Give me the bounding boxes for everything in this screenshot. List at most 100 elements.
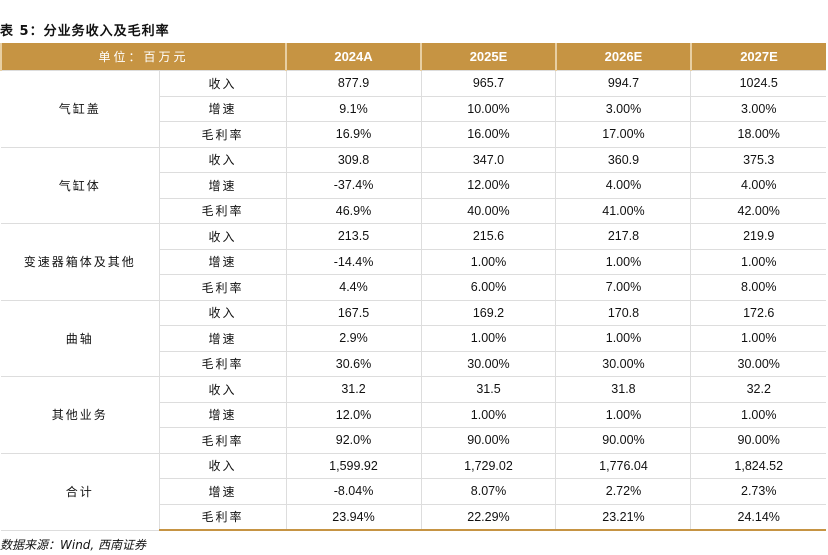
value-cell: 2.72% — [555, 478, 692, 505]
year-header: 2027E — [689, 43, 826, 71]
unit-header: 单位：百万元 — [0, 43, 287, 71]
value-cell: 16.9% — [285, 121, 422, 148]
table-row: 增速 9.1% 10.00% 3.00% 3.00% — [1, 95, 826, 122]
segment-name: 合计 — [1, 452, 160, 531]
table-row: 毛利率 23.94% 22.29% 23.21% 24.14% — [1, 503, 826, 531]
value-cell: 1.00% — [420, 401, 557, 428]
value-cell: -37.4% — [285, 172, 422, 199]
value-cell: 169.2 — [420, 299, 557, 326]
value-cell: 167.5 — [285, 299, 422, 326]
value-cell: 23.94% — [285, 503, 422, 531]
table-row: 气缸盖 收入 877.9 965.7 994.7 1024.5 — [1, 70, 826, 148]
table-row: 变速器箱体及其他 收入 213.5 215.6 217.8 219.9 — [1, 223, 826, 301]
value-cell: 22.29% — [420, 503, 557, 531]
value-cell: 360.9 — [555, 146, 692, 173]
table-row: 合计 收入 1,599.92 1,729.02 1,776.04 1,824.52 — [1, 452, 826, 531]
value-cell: 90.00% — [690, 427, 826, 454]
value-cell: 3.00% — [690, 95, 826, 122]
metric-label: 增速 — [158, 95, 287, 122]
value-cell: 877.9 — [285, 70, 422, 97]
value-cell: 217.8 — [555, 223, 692, 250]
value-cell: 1,824.52 — [690, 452, 826, 479]
segment-name: 曲轴 — [1, 299, 160, 377]
metric-label: 收入 — [158, 452, 287, 479]
value-cell: -8.04% — [285, 478, 422, 505]
value-cell: 375.3 — [690, 146, 826, 173]
value-cell: 30.00% — [420, 350, 557, 377]
value-cell: 1024.5 — [690, 70, 826, 97]
value-cell: 1,599.92 — [285, 452, 422, 479]
value-cell: 12.00% — [420, 172, 557, 199]
value-cell: 31.8 — [555, 376, 692, 403]
metric-label: 增速 — [158, 325, 287, 352]
segment-name: 变速器箱体及其他 — [1, 223, 160, 301]
value-cell: 1.00% — [555, 248, 692, 275]
value-cell: 30.00% — [555, 350, 692, 377]
segment-name: 其他业务 — [1, 376, 160, 454]
value-cell: 30.6% — [285, 350, 422, 377]
metric-label: 毛利率 — [158, 503, 287, 531]
value-cell: 46.9% — [285, 197, 422, 224]
value-cell: 8.07% — [420, 478, 557, 505]
value-cell: 31.5 — [420, 376, 557, 403]
value-cell: 309.8 — [285, 146, 422, 173]
metric-label: 收入 — [158, 146, 287, 173]
value-cell: 965.7 — [420, 70, 557, 97]
value-cell: 219.9 — [690, 223, 826, 250]
segment-name: 气缸盖 — [1, 70, 160, 148]
value-cell: 17.00% — [555, 121, 692, 148]
metric-label: 毛利率 — [158, 427, 287, 454]
value-cell: 1.00% — [555, 325, 692, 352]
value-cell: 23.21% — [555, 503, 692, 531]
metric-label: 毛利率 — [158, 274, 287, 301]
value-cell: 24.14% — [690, 503, 826, 531]
value-cell: 213.5 — [285, 223, 422, 250]
value-cell: 1.00% — [690, 248, 826, 275]
value-cell: 90.00% — [555, 427, 692, 454]
table-row: 增速 2.9% 1.00% 1.00% 1.00% — [1, 325, 826, 352]
value-cell: 1,729.02 — [420, 452, 557, 479]
value-cell: 170.8 — [555, 299, 692, 326]
value-cell: 8.00% — [690, 274, 826, 301]
value-cell: 42.00% — [690, 197, 826, 224]
value-cell: 32.2 — [690, 376, 826, 403]
metric-label: 收入 — [158, 299, 287, 326]
value-cell: 347.0 — [420, 146, 557, 173]
year-header: 2024A — [285, 43, 421, 71]
value-cell: 2.73% — [690, 478, 826, 505]
metric-label: 毛利率 — [158, 350, 287, 377]
value-cell: 30.00% — [690, 350, 826, 377]
year-header: 2025E — [420, 43, 556, 71]
value-cell: 1.00% — [690, 325, 826, 352]
value-cell: 1,776.04 — [555, 452, 692, 479]
value-cell: 2.9% — [285, 325, 422, 352]
value-cell: -14.4% — [285, 248, 422, 275]
value-cell: 31.2 — [285, 376, 422, 403]
value-cell: 90.00% — [420, 427, 557, 454]
value-cell: 9.1% — [285, 95, 422, 122]
value-cell: 18.00% — [690, 121, 826, 148]
value-cell: 10.00% — [420, 95, 557, 122]
table-title: 表 5：分业务收入及毛利率 — [0, 24, 170, 39]
header-row: 单位：百万元 2024A 2025E 2026E 2027E — [0, 43, 826, 71]
value-cell: 12.0% — [285, 401, 422, 428]
table-row: 增速 -8.04% 8.07% 2.72% 2.73% — [1, 478, 826, 505]
metric-label: 增速 — [158, 248, 287, 275]
value-cell: 1.00% — [555, 401, 692, 428]
metric-label: 增速 — [158, 401, 287, 428]
metric-label: 收入 — [158, 70, 287, 97]
value-cell: 994.7 — [555, 70, 692, 97]
value-cell: 4.00% — [555, 172, 692, 199]
value-cell: 1.00% — [420, 248, 557, 275]
metric-label: 毛利率 — [158, 197, 287, 224]
metric-label: 收入 — [158, 376, 287, 403]
metric-label: 毛利率 — [158, 121, 287, 148]
segment-revenue-table: 单位：百万元 2024A 2025E 2026E 2027E 气缸盖 收入 877.… — [0, 43, 826, 531]
segment-name: 气缸体 — [1, 146, 160, 224]
value-cell: 40.00% — [420, 197, 557, 224]
table-row: 曲轴 收入 167.5 169.2 170.8 172.6 — [1, 299, 826, 377]
value-cell: 4.00% — [690, 172, 826, 199]
table-row: 其他业务 收入 31.2 31.5 31.8 32.2 — [1, 376, 826, 454]
value-cell: 215.6 — [420, 223, 557, 250]
value-cell: 7.00% — [555, 274, 692, 301]
